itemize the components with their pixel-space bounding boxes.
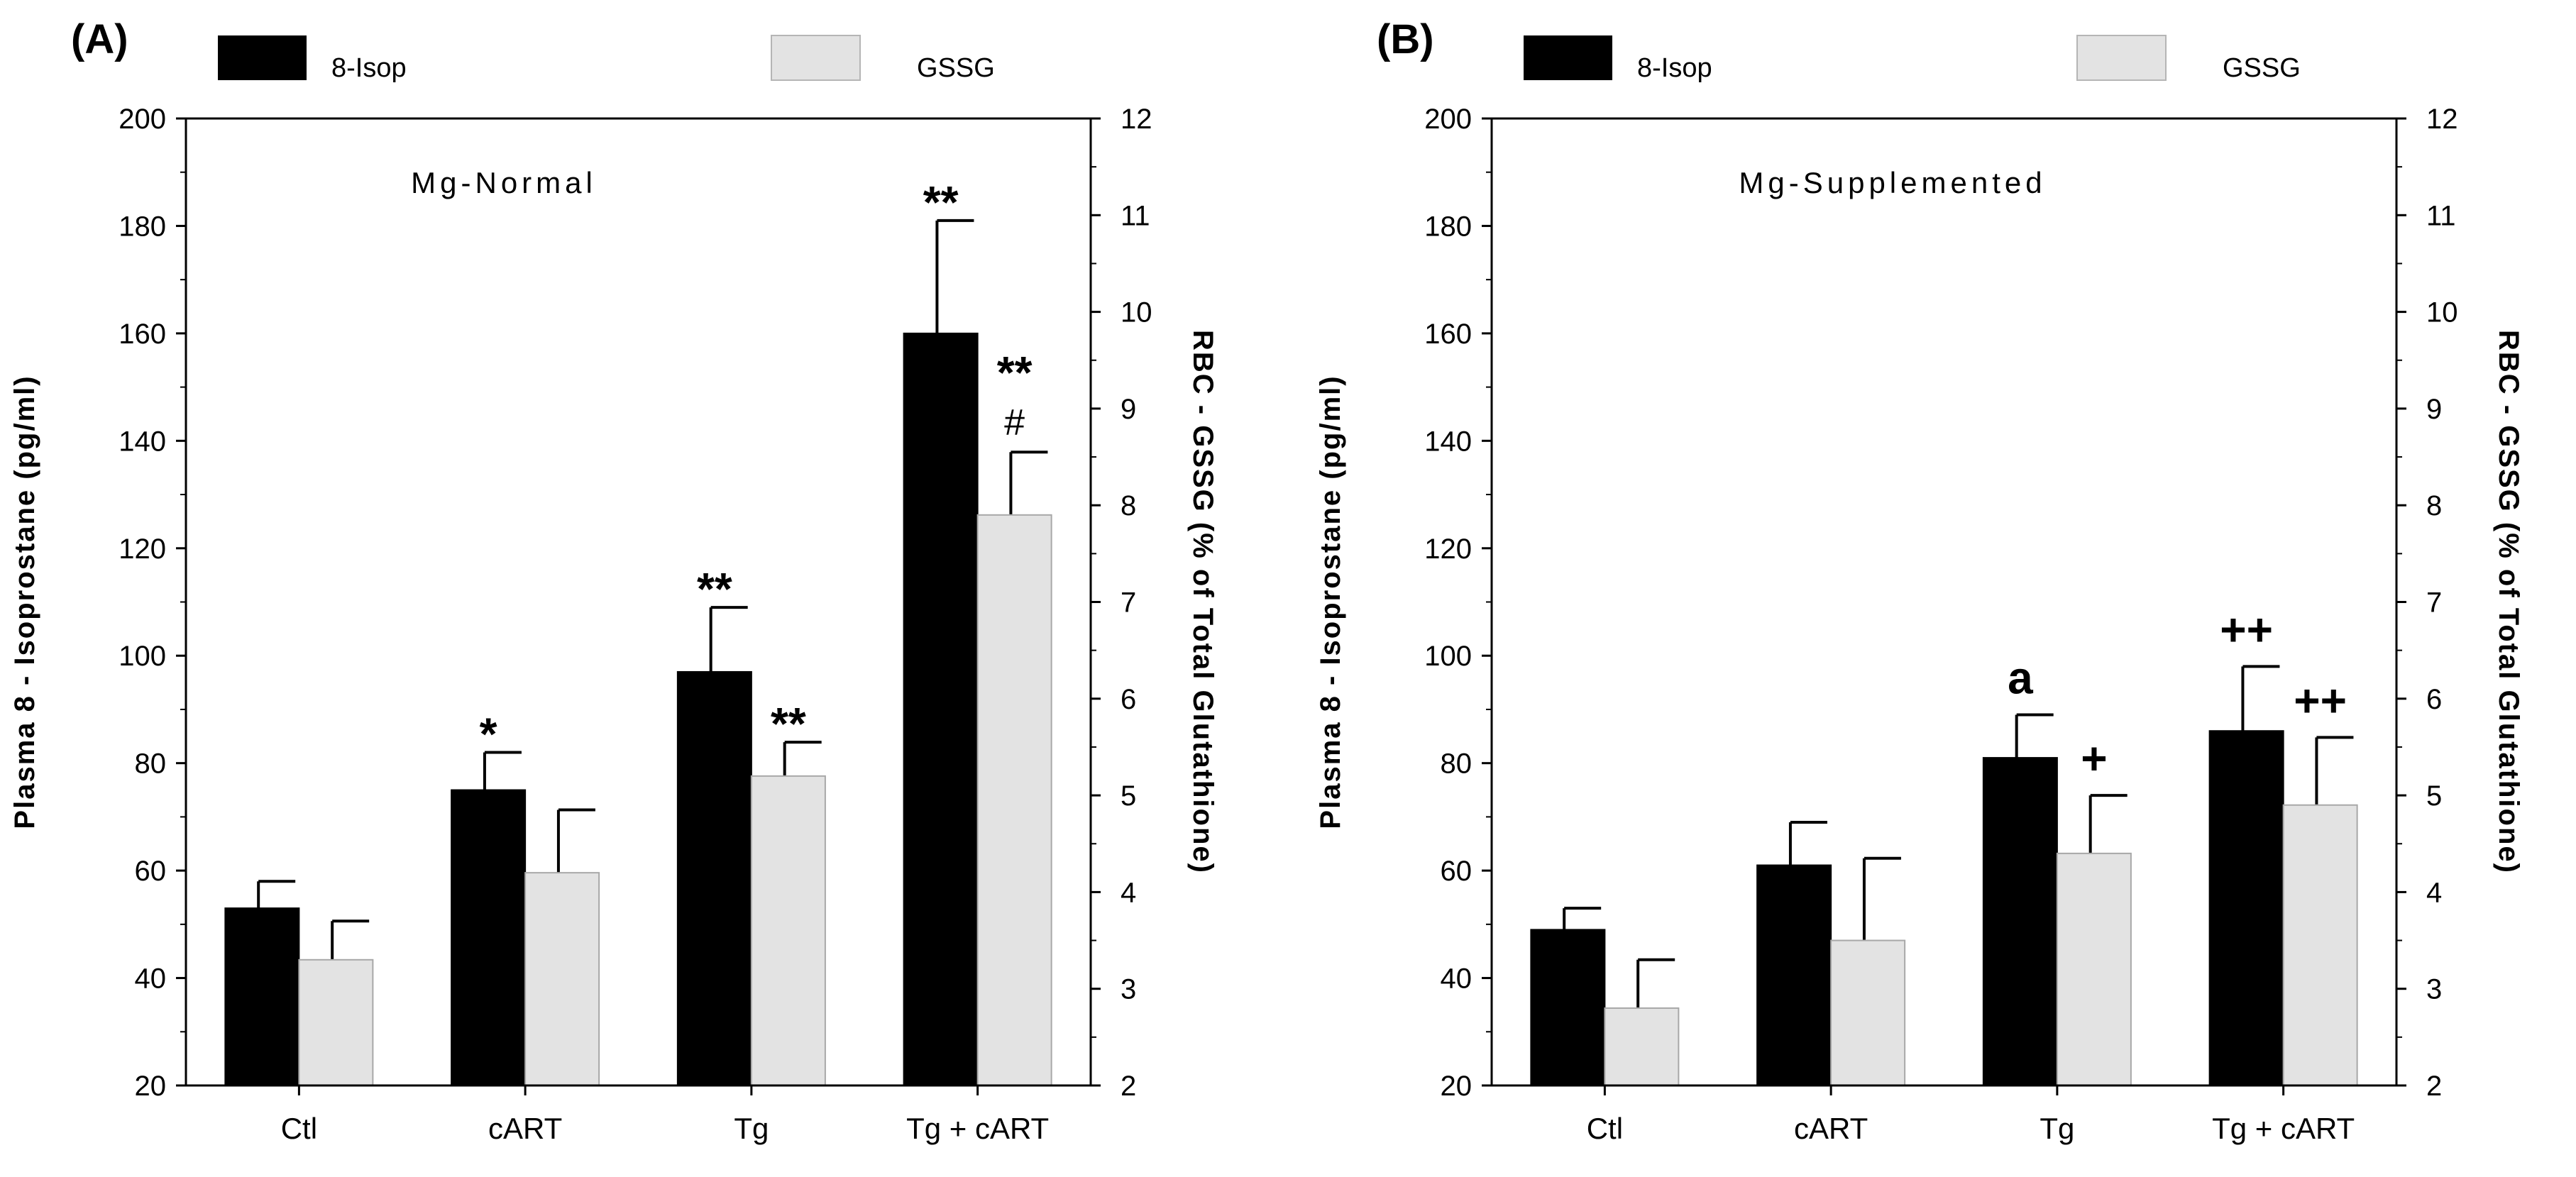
bar-gssg (2282, 804, 2358, 1086)
y-tick-label-right: 6 (1121, 684, 1136, 715)
y-tick-label-right: 6 (2426, 684, 2442, 715)
y-tick-label-right: 9 (1121, 394, 1136, 425)
y-axis-title-right: RBC - GSSG (% of Total Glutathione) (1187, 330, 1218, 874)
legend-swatch-gssg (2076, 35, 2167, 81)
condition-label: Mg-Supplemented (1739, 166, 2046, 199)
category-label: Tg (734, 1112, 769, 1145)
bar-gssg (1830, 939, 1906, 1087)
y-tick-label-left: 160 (119, 319, 166, 350)
bar-gssg (298, 958, 374, 1087)
y-tick-label-right: 11 (1121, 200, 1150, 231)
bar-isop (903, 332, 979, 1086)
y-tick-label-left: 180 (119, 211, 166, 242)
y-tick-label-right: 5 (1121, 780, 1136, 812)
y-tick-label-left: 80 (1441, 748, 1473, 780)
y-axis-title-right: RBC - GSSG (% of Total Glutathione) (2493, 330, 2524, 874)
bar-gssg (976, 514, 1052, 1086)
y-tick-label-left: 120 (119, 534, 166, 565)
y-tick-label-right: 3 (1121, 974, 1136, 1005)
significance-marker: ++ (2220, 604, 2273, 655)
y-tick-label-right: 9 (2426, 394, 2442, 425)
y-tick-label-left: 200 (1424, 104, 1472, 135)
y-tick-label-right: 12 (1121, 104, 1152, 135)
bar-gssg (750, 775, 826, 1086)
y-tick-label-left: 60 (1441, 856, 1473, 887)
legend-label-gssg: GSSG (917, 53, 995, 83)
bar-isop (1756, 864, 1832, 1087)
bar-isop (1982, 757, 2058, 1087)
y-tick-label-left: 40 (135, 963, 167, 995)
category-label: cART (488, 1112, 562, 1145)
y-tick-label-left: 20 (135, 1071, 167, 1102)
category-label: cART (1794, 1112, 1868, 1145)
y-tick-label-left: 140 (1424, 426, 1472, 457)
y-tick-label-left: 40 (1441, 963, 1473, 995)
category-label: Tg + cART (906, 1112, 1049, 1145)
y-tick-label-right: 4 (1121, 877, 1136, 908)
y-tick-label-right: 3 (2426, 974, 2442, 1005)
y-tick-label-right: 11 (2426, 200, 2456, 231)
y-tick-label-left: 200 (119, 104, 166, 135)
y-tick-label-right: 4 (2426, 877, 2442, 908)
y-tick-label-left: 20 (1441, 1071, 1473, 1102)
bar-gssg (524, 872, 600, 1086)
legend-label-isop: 8-Isop (331, 53, 407, 83)
legend-swatch-gssg (771, 35, 861, 81)
y-axis-title-left: Plasma 8 - Isoprostane (pg/ml) (1315, 375, 1346, 829)
y-tick-label-left: 80 (135, 748, 167, 780)
significance-marker: * (480, 709, 497, 760)
bar-gssg (2056, 852, 2132, 1086)
significance-marker: ** (997, 347, 1033, 398)
y-tick-label-right: 8 (1121, 490, 1136, 521)
y-tick-label-left: 60 (135, 856, 167, 887)
legend-label-gssg: GSSG (2223, 53, 2301, 83)
y-tick-label-right: 7 (2426, 587, 2442, 619)
y-tick-label-left: 100 (1424, 641, 1472, 672)
significance-marker: a (2008, 653, 2033, 704)
y-tick-label-left: 120 (1424, 534, 1472, 565)
significance-marker: ** (771, 698, 806, 749)
bar-isop (451, 789, 527, 1087)
y-tick-label-left: 140 (119, 426, 166, 457)
y-tick-label-left: 160 (1424, 319, 1472, 350)
significance-marker: + (2081, 733, 2107, 784)
bar-isop (2208, 730, 2284, 1086)
category-label: Tg (2040, 1112, 2074, 1145)
significance-marker: ** (697, 563, 732, 614)
significance-marker: # (1004, 402, 1025, 443)
y-tick-label-right: 10 (2426, 297, 2458, 328)
y-axis-title-left: Plasma 8 - Isoprostane (pg/ml) (9, 375, 40, 829)
category-label: Ctl (1587, 1112, 1623, 1145)
y-tick-label-right: 2 (2426, 1071, 2442, 1102)
condition-label: Mg-Normal (411, 166, 597, 199)
y-tick-label-right: 7 (1121, 587, 1136, 619)
category-label: Tg + cART (2212, 1112, 2355, 1145)
significance-marker: ++ (2294, 675, 2347, 726)
y-tick-label-right: 8 (2426, 490, 2442, 521)
category-label: Ctl (281, 1112, 317, 1145)
bar-isop (676, 670, 752, 1086)
panel-label: (B) (1377, 16, 1434, 62)
bar-isop (224, 907, 300, 1087)
bar-gssg (1604, 1007, 1680, 1086)
y-tick-label-right: 12 (2426, 104, 2458, 135)
y-tick-label-left: 100 (119, 641, 166, 672)
legend-swatch-isop (1524, 35, 1612, 80)
legend-swatch-isop (218, 35, 307, 80)
bar-isop (1530, 929, 1606, 1086)
panel-label: (A) (71, 16, 128, 62)
y-tick-label-right: 10 (1121, 297, 1152, 328)
y-tick-label-right: 2 (1121, 1071, 1136, 1102)
y-tick-label-right: 5 (2426, 780, 2442, 812)
legend-label-isop: 8-Isop (1637, 53, 1712, 83)
y-tick-label-left: 180 (1424, 211, 1472, 242)
significance-marker: ** (923, 177, 959, 228)
